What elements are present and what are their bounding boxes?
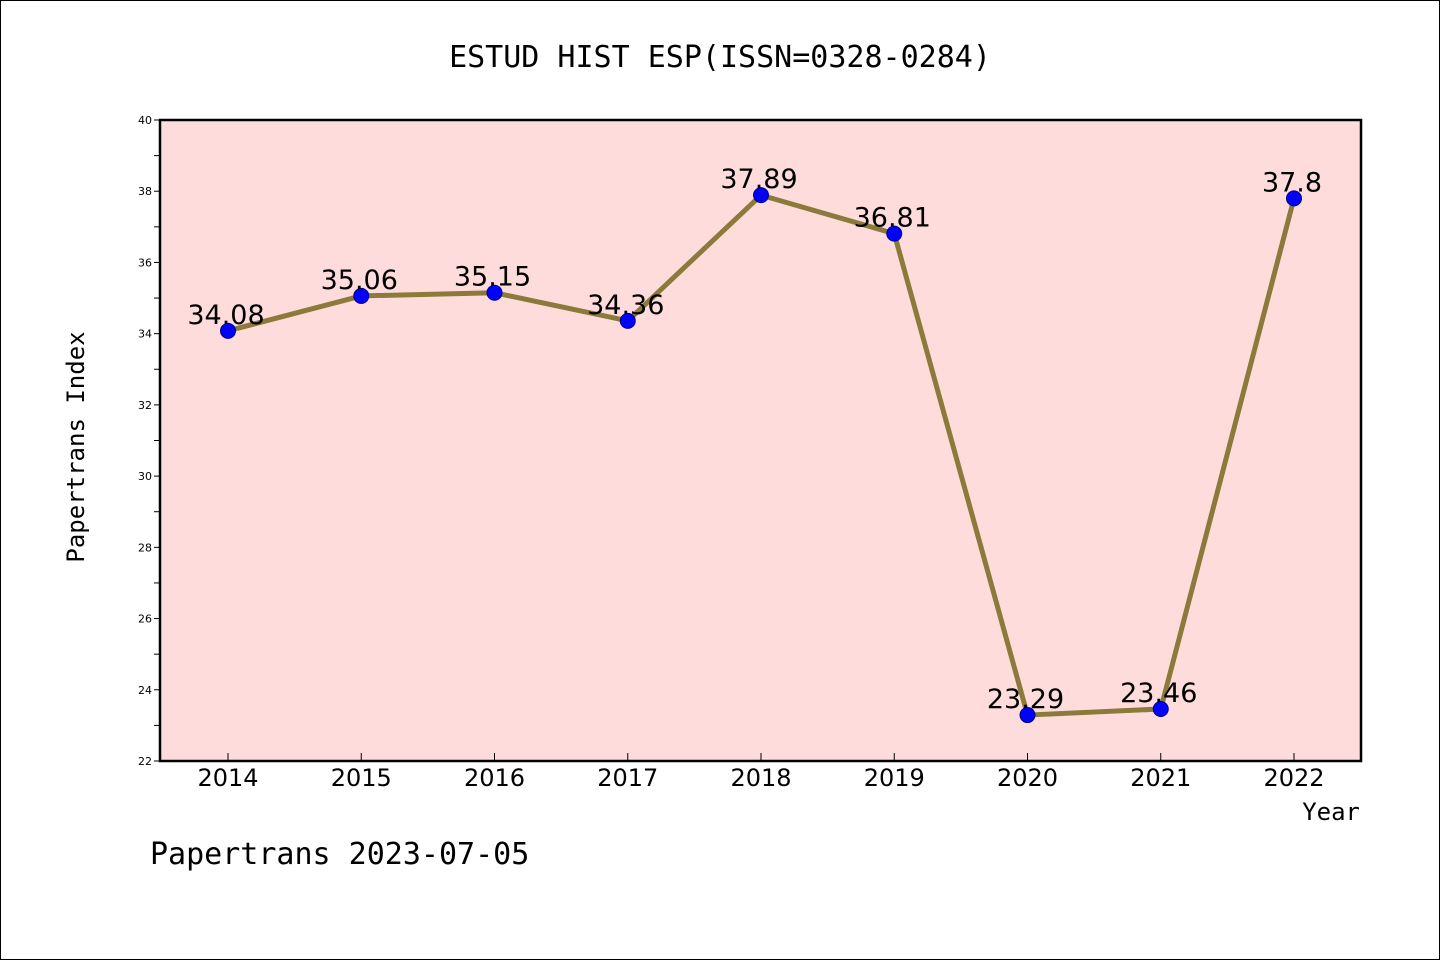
y-tick-label: 36: [138, 256, 152, 269]
x-axis: 2014 2015 2016 2017 2018 2019 2020 2021 2022: [197, 753, 1325, 792]
x-tick-label: 2021: [1130, 764, 1191, 792]
data-label: 35.15: [454, 262, 531, 293]
y-tick-label: 38: [138, 185, 152, 198]
data-label: 23.46: [1120, 678, 1197, 709]
data-label: 35.06: [321, 265, 398, 296]
y-tick-label: 34: [138, 328, 152, 341]
x-tick-label: 2015: [331, 764, 392, 792]
x-tick-label: 2017: [597, 764, 658, 792]
x-tick-label: 2020: [997, 764, 1058, 792]
chart-title: ESTUD HIST ESP(ISSN=0328-0284): [449, 40, 991, 75]
y-tick-label: 32: [138, 399, 152, 412]
data-point: [1286, 190, 1302, 207]
data-point: [220, 322, 236, 339]
data-point: [1152, 701, 1169, 718]
y-axis: 22 24 26 28 30 32 34 36 38 40: [138, 114, 160, 768]
y-tick-label: 22: [138, 755, 152, 768]
data-label: 36.81: [854, 203, 931, 234]
data-label: 37.89: [720, 164, 797, 195]
data-label: 37.8: [1262, 167, 1322, 198]
data-point: [619, 312, 636, 329]
y-tick-label: 40: [138, 114, 152, 127]
series-group: 34.08 35.06 35.15 34.36 37.89 36.81 23.29 23.46…: [187, 164, 1322, 724]
plot-area: [158, 118, 1363, 763]
x-tick-label: 2014: [197, 764, 258, 792]
data-point: [353, 287, 370, 304]
data-label: 34.36: [587, 290, 664, 321]
y-axis-label: Papertrans Index: [62, 331, 90, 562]
y-tick-label: 26: [138, 613, 152, 626]
x-tick-label: 2016: [464, 764, 525, 792]
y-tick-label: 30: [138, 470, 152, 483]
footer-text: Papertrans 2023-07-05: [150, 837, 529, 872]
y-tick-label: 28: [138, 541, 152, 554]
data-label: 34.08: [187, 300, 264, 331]
data-point: [1019, 707, 1036, 724]
data-label: 23.29: [987, 684, 1064, 715]
y-tick-label: 24: [138, 684, 152, 697]
x-axis-label: Year: [1302, 798, 1360, 826]
data-point: [753, 187, 769, 204]
data-point: [886, 225, 903, 242]
x-tick-label: 2018: [730, 764, 791, 792]
data-point: [486, 284, 503, 301]
x-tick-label: 2022: [1263, 764, 1324, 792]
x-tick-label: 2019: [864, 764, 925, 792]
